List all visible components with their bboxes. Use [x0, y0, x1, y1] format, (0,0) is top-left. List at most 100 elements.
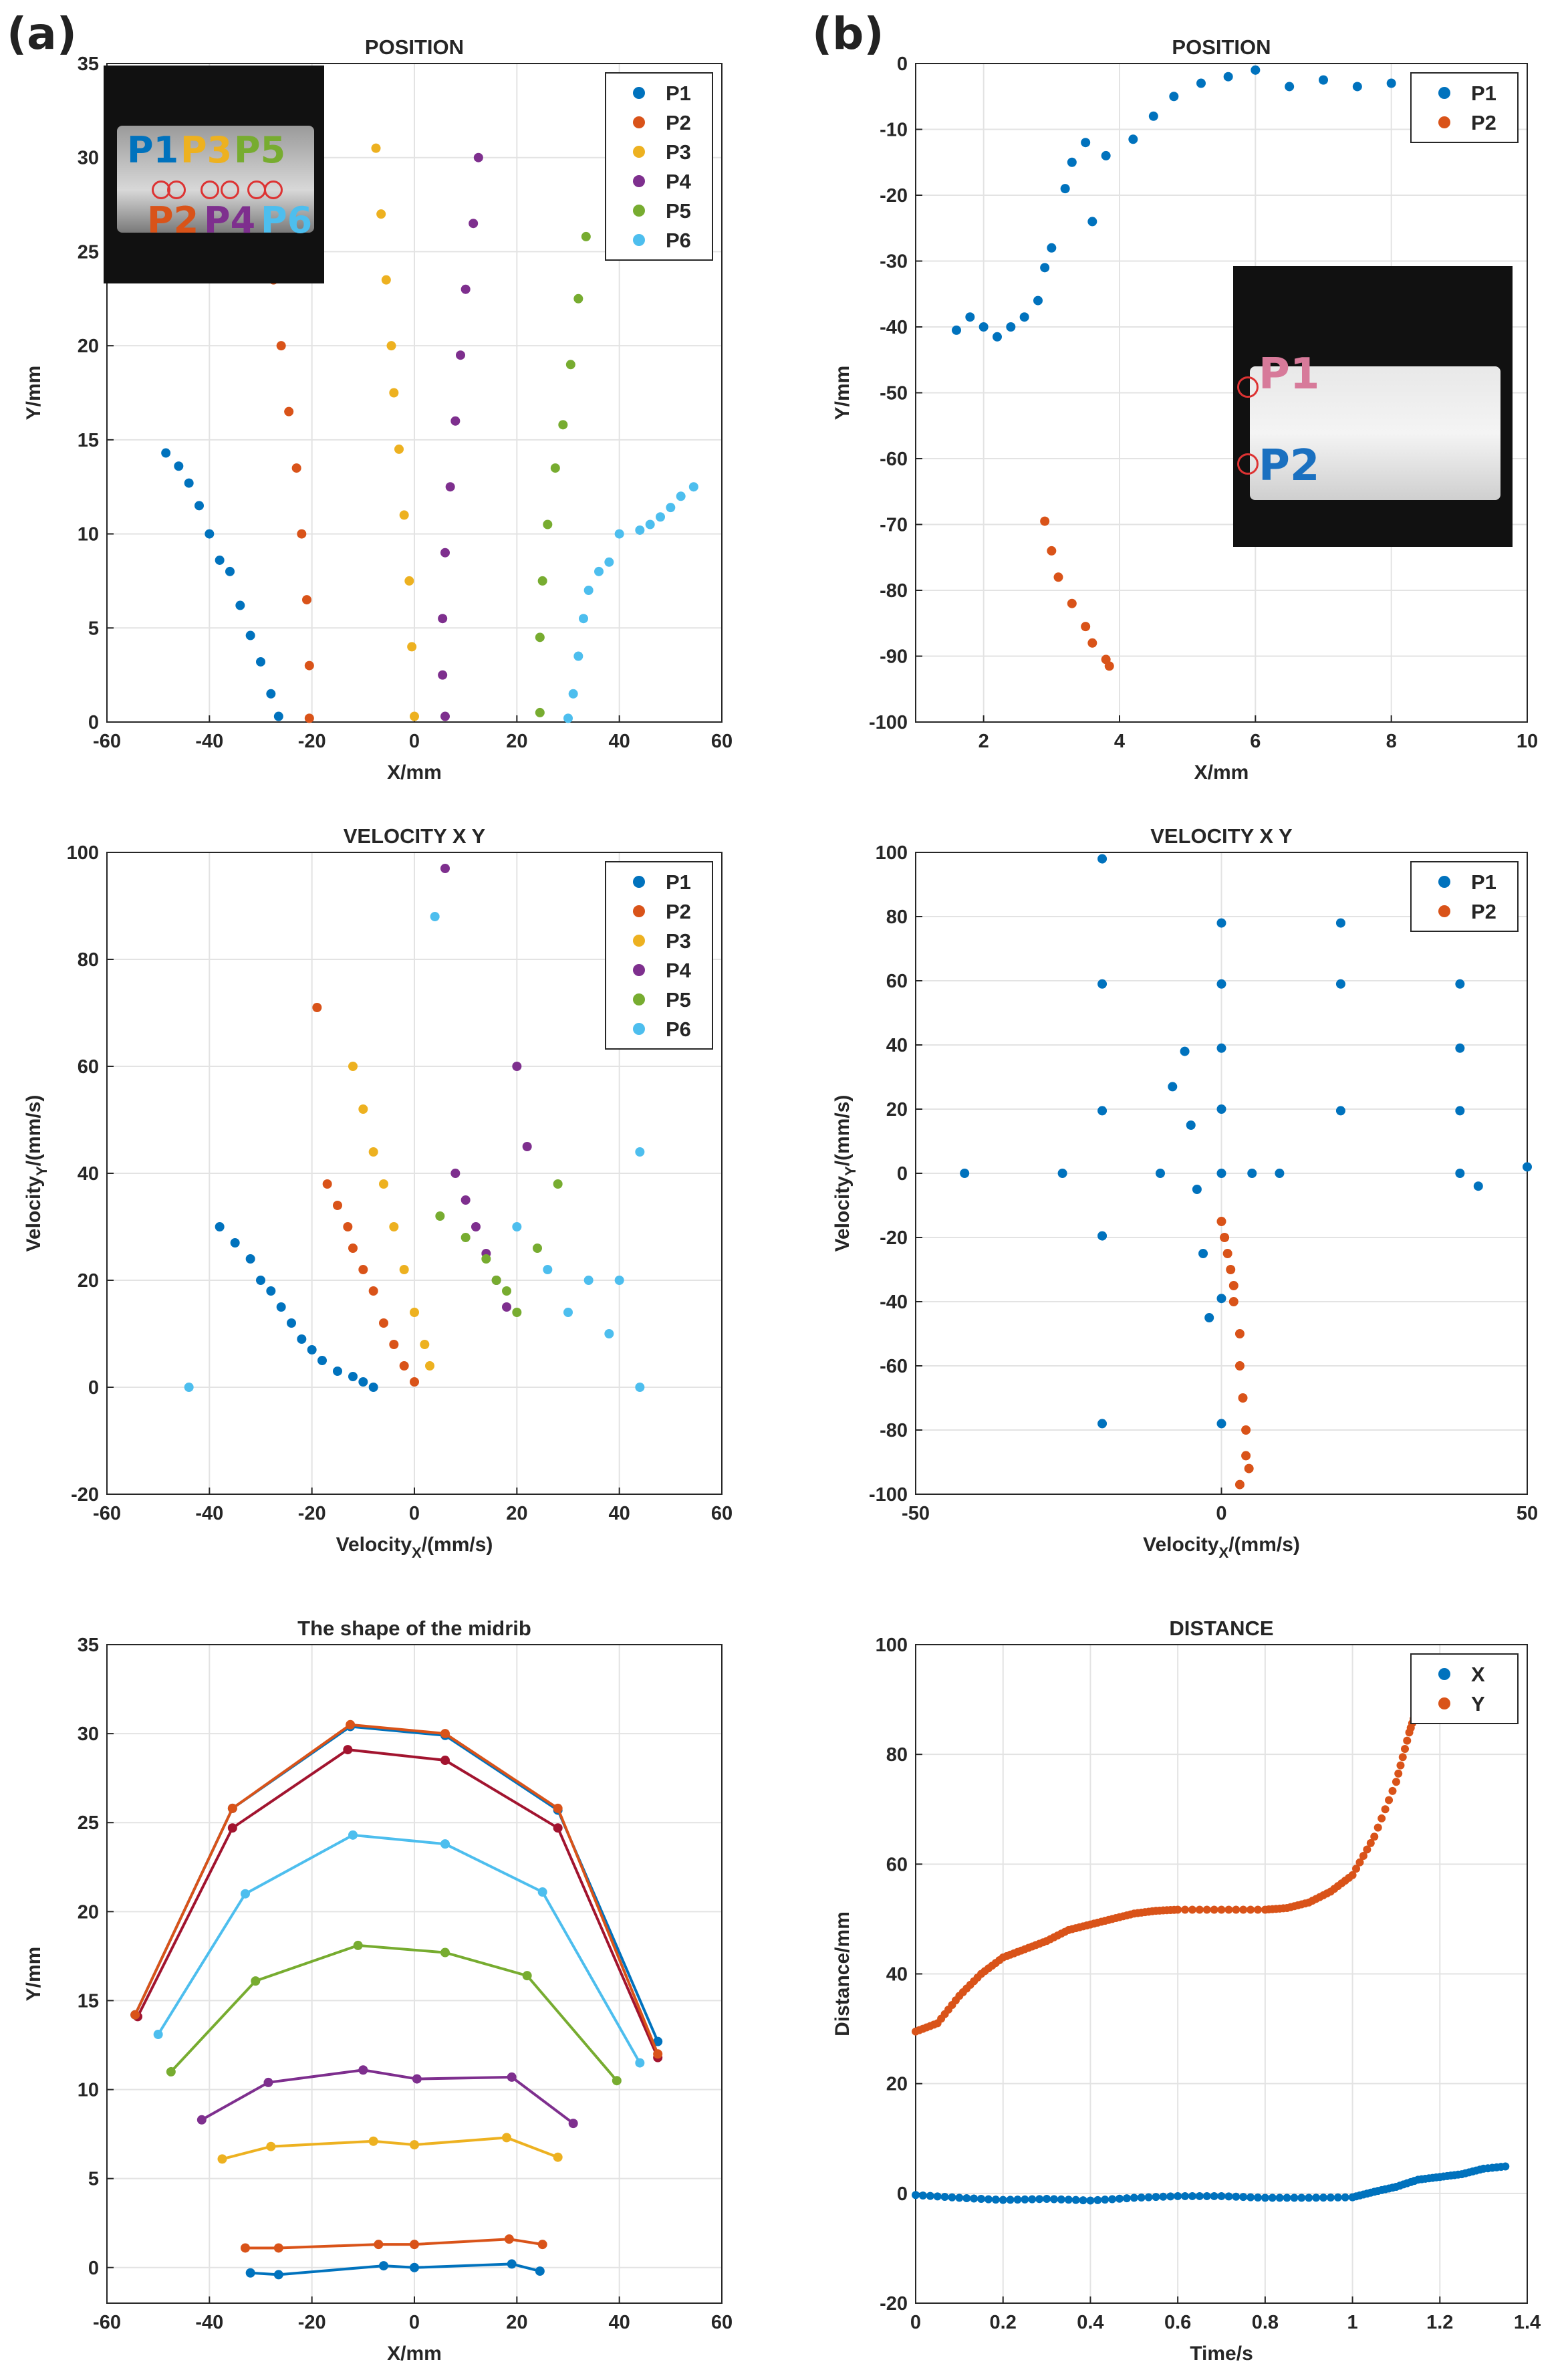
- leaf-sample-image: [117, 126, 314, 233]
- data-point-X: [1079, 2196, 1087, 2205]
- data-point-P1: [161, 448, 171, 458]
- tick-label-x: 0: [409, 2312, 420, 2333]
- tick-label-y: -20: [71, 1484, 99, 1506]
- data-point-X: [1326, 2193, 1335, 2202]
- data-point-X: [1049, 2195, 1058, 2204]
- legend-label-P3: P3: [666, 929, 691, 953]
- chart-title: VELOCITY X Y: [344, 824, 486, 848]
- legend-marker-P1: [1438, 876, 1450, 888]
- data-point-t5: [353, 1940, 363, 1950]
- legend-marker-P2: [633, 116, 645, 128]
- inset-a-label-p5: P5: [234, 129, 286, 171]
- legend-box: [1410, 861, 1519, 932]
- data-point-P2: [1234, 1479, 1245, 1490]
- data-point-P1: [266, 689, 276, 699]
- data-point-X: [1152, 2193, 1160, 2202]
- data-point-P1: [1101, 150, 1111, 160]
- data-point-P2: [1104, 661, 1114, 671]
- tick-label-x: 4: [1114, 731, 1125, 752]
- data-point-P2: [1234, 1361, 1245, 1371]
- tick-label-x: 60: [711, 731, 733, 752]
- data-point-P2: [302, 595, 311, 605]
- tick-label-y: 10: [78, 524, 99, 546]
- data-point-X: [1217, 2192, 1226, 2200]
- data-point-P1: [1186, 1120, 1196, 1130]
- data-point-Y: [1374, 1823, 1382, 1832]
- data-point-X: [1283, 2194, 1291, 2202]
- legend-marker-P3: [633, 935, 645, 947]
- data-point-Y: [1232, 1905, 1240, 1914]
- legend-label-P1: P1: [666, 870, 691, 894]
- legend-label-Y: Y: [1471, 1692, 1485, 1715]
- data-point-P2: [1040, 516, 1050, 526]
- tick-label-y: -90: [880, 646, 908, 668]
- y-axis-label: Y/mm: [831, 366, 854, 421]
- data-point-P1: [1216, 1104, 1226, 1114]
- data-point-X: [1202, 2192, 1211, 2200]
- data-point-P6: [635, 1147, 645, 1157]
- panel-label-a: (a): [7, 8, 77, 60]
- data-point-P4: [512, 1062, 522, 1071]
- tick-label-x: 10: [1517, 731, 1538, 752]
- legend-label-P2: P2: [1471, 111, 1496, 134]
- data-point-P6: [666, 503, 676, 513]
- data-point-P6: [579, 614, 588, 624]
- data-point-X: [1501, 2162, 1510, 2171]
- data-point-P3: [386, 341, 396, 351]
- tick-label-x: -60: [93, 731, 121, 752]
- data-point-P3: [425, 1361, 434, 1371]
- data-point-P2: [1053, 572, 1063, 582]
- data-point-t7: [553, 1823, 563, 1833]
- tick-label-y: 0: [897, 2183, 908, 2205]
- data-point-X: [926, 2192, 934, 2200]
- series-line-t9: [134, 1723, 660, 2055]
- tick-label-y: 100: [67, 842, 99, 864]
- inset-b-label-p1: P1: [1259, 350, 1320, 399]
- legend-label-P5: P5: [666, 988, 691, 1012]
- tick-label-y: 80: [886, 907, 908, 928]
- tick-label-x: 40: [609, 1503, 630, 1524]
- tick-label-y: 15: [78, 430, 99, 451]
- data-point-P4: [438, 670, 448, 680]
- tick-label-y: 30: [78, 148, 99, 169]
- tick-label-y: 0: [88, 712, 99, 733]
- data-point-P2: [1081, 622, 1091, 632]
- tick-label-y: -60: [880, 449, 908, 470]
- inset-b-label-p2: P2: [1259, 441, 1320, 491]
- data-point-t1: [410, 2262, 419, 2272]
- data-point-X: [1247, 2193, 1255, 2202]
- data-point-t9: [553, 1803, 563, 1813]
- data-point-P2: [312, 1003, 322, 1012]
- data-point-P1: [1097, 854, 1107, 864]
- data-point-P1: [1148, 111, 1158, 121]
- data-point-t4: [197, 2115, 207, 2125]
- data-point-X: [991, 2196, 1000, 2204]
- tick-label-y: -60: [880, 1356, 908, 1377]
- data-point-t2: [537, 2240, 547, 2250]
- chart-title: The shape of the midrib: [297, 1617, 531, 1640]
- data-point-Y: [1388, 1786, 1397, 1795]
- tick-label-y: 100: [876, 842, 908, 864]
- data-point-P4: [445, 482, 455, 492]
- data-point-P1: [1455, 1169, 1465, 1178]
- tick-label-y: 60: [78, 1056, 99, 1078]
- data-point-P2: [399, 1361, 409, 1371]
- data-point-P4: [522, 1142, 532, 1151]
- data-point-X: [1268, 2194, 1277, 2202]
- data-point-X: [1144, 2193, 1153, 2202]
- marker-circle: [264, 181, 283, 199]
- data-point-P5: [573, 293, 583, 304]
- data-point-P3: [371, 143, 381, 153]
- data-point-t7: [343, 1745, 353, 1755]
- data-point-P5: [535, 632, 545, 642]
- data-point-P2: [322, 1179, 332, 1189]
- data-point-P1: [1251, 65, 1261, 75]
- inset-photo-b: P1 P2: [1233, 266, 1513, 547]
- data-point-Y: [1174, 1905, 1182, 1914]
- x-axis-label: X/mm: [1194, 761, 1249, 784]
- marker-circle: [221, 181, 239, 199]
- data-point-t9: [130, 2010, 140, 2020]
- data-point-Y: [1210, 1905, 1218, 1914]
- legend-marker-P4: [633, 175, 645, 187]
- tick-label-y: -20: [880, 185, 908, 207]
